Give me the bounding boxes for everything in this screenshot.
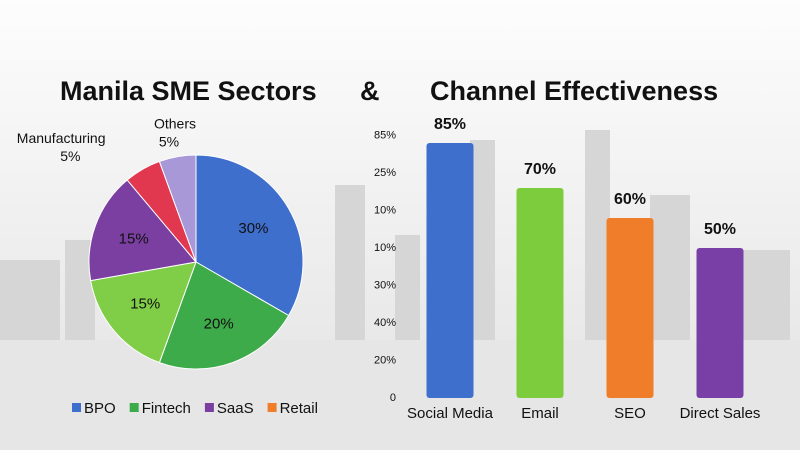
legend-label: Retail	[280, 400, 318, 417]
bar	[426, 143, 474, 398]
y-tick-label: 40%	[374, 317, 396, 329]
bar-label: 50%	[704, 221, 736, 238]
y-tick-label: 10%	[374, 204, 396, 216]
slice-label: 15%	[130, 296, 160, 313]
bar	[696, 248, 744, 398]
x-tick-label: SEO	[614, 405, 646, 422]
legend-label: BPO	[84, 400, 116, 417]
bar	[606, 218, 654, 398]
slice-label: 5%	[60, 148, 80, 164]
pie-slice	[88, 179, 197, 282]
x-tick-label: Direct Sales	[680, 405, 761, 422]
y-tick-label: 0	[390, 392, 396, 404]
pie-slice	[90, 261, 197, 364]
pie-slice	[195, 154, 304, 317]
legend-swatch	[267, 403, 277, 412]
chart-title: Manila SME Sectors	[60, 76, 317, 106]
title-separator: &	[360, 76, 380, 106]
bar-label: 85%	[434, 116, 466, 133]
slice-label: 5%	[159, 134, 179, 150]
slice-label: 30%	[238, 220, 268, 237]
slice-name: Others	[154, 116, 196, 132]
legend-swatch	[204, 403, 214, 412]
pie-slice	[158, 261, 290, 370]
x-tick-label: Email	[521, 405, 559, 422]
slice-label: 15%	[119, 230, 149, 247]
legend-label: SaaS	[217, 400, 254, 417]
slice-name: Manufacturing	[17, 130, 106, 146]
y-tick-label: 85%	[374, 129, 396, 141]
legend-swatch	[72, 403, 81, 412]
pie-slice	[158, 154, 197, 263]
slice-label: 20%	[204, 315, 234, 332]
skyline	[0, 130, 790, 340]
y-tick-label: 20%	[374, 354, 396, 366]
chart-title: Channel Effectiveness	[430, 76, 718, 106]
bar-label: 70%	[524, 161, 556, 178]
y-tick-label: 30%	[374, 279, 396, 291]
bar	[516, 188, 564, 398]
legend-swatch	[129, 403, 139, 412]
y-tick-label: 25%	[374, 167, 396, 179]
y-tick-label: 10%	[374, 242, 396, 254]
legend-label: Fintech	[142, 400, 191, 417]
x-tick-label: Social Media	[407, 405, 494, 422]
water	[0, 340, 800, 450]
bar-label: 60%	[614, 191, 646, 208]
